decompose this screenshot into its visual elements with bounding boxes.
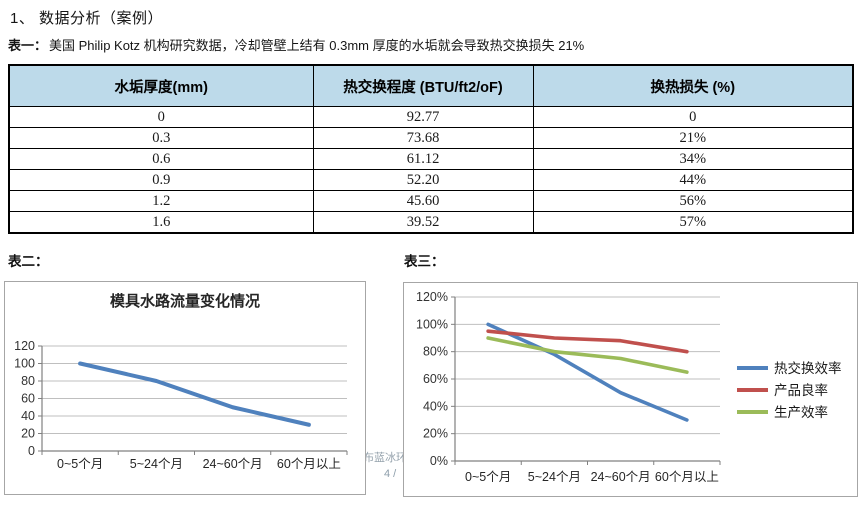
table-cell: 21%	[532, 127, 854, 149]
watermark-page-number: 4 /	[384, 468, 397, 480]
table-cell: 0.9	[8, 169, 314, 191]
svg-text:5~24个月: 5~24个月	[528, 470, 581, 484]
efficiency-chart: 0% 20% 40% 60% 80% 100% 120% 0~5个月 5~24个月 24~60个月…	[403, 282, 858, 497]
svg-text:60个月以上: 60个月以上	[277, 457, 341, 471]
table3-label: 表三：	[404, 254, 445, 269]
flow-rate-chart-title: 模具水路流量变化情况	[109, 293, 260, 310]
svg-text:100: 100	[14, 357, 35, 371]
svg-text:20: 20	[21, 427, 35, 441]
table-cell: 73.68	[312, 127, 534, 149]
table-cell: 0.6	[8, 148, 314, 170]
table-row: 0 92.77 0	[8, 106, 854, 128]
table1-label: 表一：	[8, 38, 48, 53]
flow-rate-chart: 模具水路流量变化情况 0 20 40 60 80 100 120 0~5个月 5~24个月 24~…	[4, 281, 366, 495]
table-row: 0.9 52.20 44%	[8, 169, 854, 191]
svg-text:产品良率: 产品良率	[774, 382, 828, 398]
table-cell: 1.2	[8, 190, 314, 212]
table-header-row: 水垢厚度(mm) 热交换程度 (BTU/ft2/oF) 换热损失 (%)	[8, 64, 854, 107]
efficiency-chart-plot: 0% 20% 40% 60% 80% 100% 120% 0~5个月 5~24个月 24~60个月…	[404, 283, 855, 499]
table-cell: 0.3	[8, 127, 314, 149]
table-cell: 34%	[532, 148, 854, 170]
column-header-exchange: 热交换程度 (BTU/ft2/oF)	[312, 64, 534, 107]
table-cell: 57%	[532, 211, 854, 234]
page-title: 1、 数据分析（案例）	[10, 10, 164, 27]
svg-text:40%: 40%	[423, 399, 448, 413]
table-cell: 0	[8, 106, 314, 128]
table1-caption-text: 美国 Philip Kotz 机构研究数据，冷却管壁上结有 0.3mm 厚度的水…	[49, 38, 585, 53]
flow-rate-chart-plot: 0 20 40 60 80 100 120 0~5个月 5~24个月 24~60个月 60个月以上	[5, 318, 363, 497]
table-cell: 0	[532, 106, 854, 128]
svg-text:80: 80	[21, 374, 35, 388]
svg-text:60%: 60%	[423, 372, 448, 386]
svg-text:0: 0	[28, 444, 35, 458]
table-cell: 61.12	[312, 148, 534, 170]
svg-text:80%: 80%	[423, 345, 448, 359]
watermark-line1: 布蓝冰环	[363, 452, 407, 464]
table-row: 0.3 73.68 21%	[8, 127, 854, 149]
watermark-text: 布蓝冰环 4 /	[363, 452, 407, 481]
table2-label: 表二：	[8, 254, 49, 269]
svg-text:24~60个月: 24~60个月	[203, 457, 263, 471]
table-cell: 39.52	[312, 211, 534, 234]
svg-text:20%: 20%	[423, 427, 448, 441]
svg-text:0%: 0%	[430, 454, 448, 468]
svg-text:生产效率: 生产效率	[774, 404, 828, 420]
table-cell: 56%	[532, 190, 854, 212]
table-cell: 44%	[532, 169, 854, 191]
svg-text:40: 40	[21, 409, 35, 423]
svg-text:24~60个月: 24~60个月	[591, 470, 651, 484]
table-cell: 52.20	[312, 169, 534, 191]
svg-text:120: 120	[14, 339, 35, 353]
table-row: 1.2 45.60 56%	[8, 190, 854, 212]
table-row: 1.6 39.52 57%	[8, 211, 854, 234]
column-header-loss: 换热损失 (%)	[532, 64, 854, 107]
svg-text:0~5个月: 0~5个月	[465, 470, 511, 484]
svg-text:100%: 100%	[416, 317, 448, 331]
svg-text:120%: 120%	[416, 290, 448, 304]
scale-thickness-table: 水垢厚度(mm) 热交换程度 (BTU/ft2/oF) 换热损失 (%) 0 92…	[8, 64, 854, 234]
table-cell: 1.6	[8, 211, 314, 234]
svg-text:60个月以上: 60个月以上	[655, 470, 719, 484]
column-header-thickness: 水垢厚度(mm)	[8, 64, 314, 107]
table1-caption: 表一： 美国 Philip Kotz 机构研究数据，冷却管壁上结有 0.3mm 厚…	[8, 35, 584, 54]
table-row: 0.6 61.12 34%	[8, 148, 854, 170]
table-cell: 92.77	[312, 106, 534, 128]
svg-text:5~24个月: 5~24个月	[130, 457, 183, 471]
svg-text:0~5个月: 0~5个月	[57, 457, 103, 471]
svg-text:热交换效率: 热交换效率	[774, 360, 842, 376]
table-cell: 45.60	[312, 190, 534, 212]
svg-text:60: 60	[21, 392, 35, 406]
